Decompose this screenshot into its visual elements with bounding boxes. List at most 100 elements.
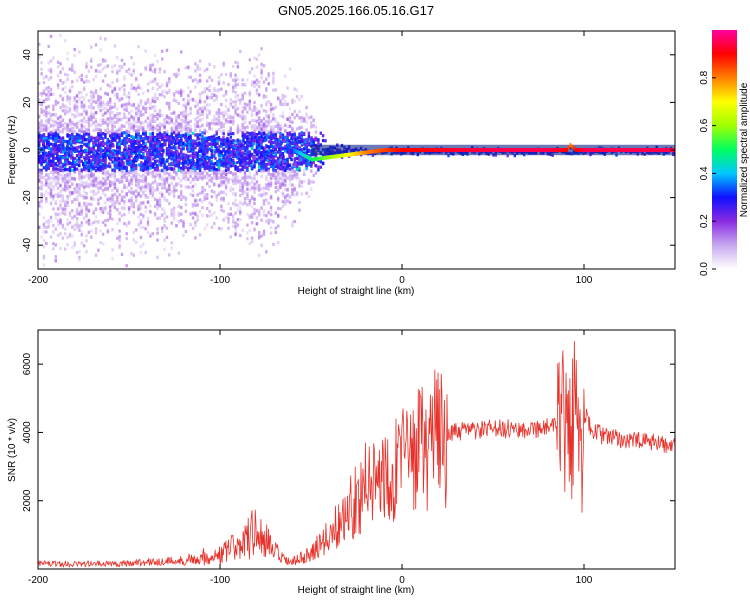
spectrogram-cell	[59, 124, 62, 128]
spectrogram-cell	[111, 172, 114, 176]
spectrogram-cell	[66, 57, 69, 61]
spectrogram-cell	[187, 157, 190, 161]
spectrogram-cell	[198, 59, 202, 63]
spectrogram-cell	[146, 98, 150, 102]
spectrogram-cell	[277, 156, 280, 160]
spectrogram-cell	[206, 214, 209, 218]
spectrogram-cell	[66, 77, 69, 81]
spectrogram-cell	[151, 117, 154, 121]
spectrogram-cell	[139, 174, 143, 178]
spectrogram-cell	[85, 239, 88, 243]
spectrogram-cell	[45, 110, 48, 114]
spectrogram-cell	[206, 172, 209, 176]
spectrogram-cell	[146, 106, 150, 110]
spectrogram-cell	[310, 164, 313, 168]
spectrogram-cell	[241, 78, 244, 82]
spectrogram-cell	[175, 90, 178, 94]
spectrogram-cell	[127, 158, 131, 162]
spectrogram-cell	[267, 74, 270, 78]
spectrogram-cell	[99, 209, 102, 213]
spectrogram-cell	[295, 88, 299, 92]
spectrogram-cell	[222, 181, 225, 185]
spectrogram-cell	[165, 116, 169, 120]
spectrogram-cell	[106, 176, 109, 180]
spectrogram-cell	[66, 98, 69, 102]
spectrogram-cell	[163, 172, 166, 176]
spectrogram-cell	[158, 199, 162, 203]
spectrogram-cell	[73, 241, 76, 245]
spectrogram-cell	[239, 210, 242, 214]
spectrogram-cell	[220, 227, 223, 231]
spectrogram-cell	[241, 134, 244, 138]
spectrogram-cell	[38, 156, 41, 161]
spectrogram-cell	[293, 188, 296, 192]
spectrogram-cell	[94, 253, 98, 257]
spectrogram-cell	[106, 122, 109, 126]
spectrogram-cell	[208, 185, 211, 189]
spectrogram-cell	[161, 178, 164, 182]
spectrogram-cell	[187, 185, 190, 189]
spectrogram-cell	[177, 220, 180, 224]
spectrogram-cell	[38, 225, 41, 229]
spectrogram-cell	[151, 96, 154, 100]
spectrogram-cell	[118, 165, 121, 169]
spectrogram-cell	[83, 202, 86, 206]
spectrogram-cell	[274, 137, 277, 141]
spectrogram-cell	[144, 110, 147, 114]
spectrogram-cell	[61, 67, 65, 71]
spectrogram-cell	[78, 91, 81, 95]
spectrogram-cell	[215, 132, 218, 136]
spectrogram-cell	[61, 223, 65, 227]
spectrogram-cell	[165, 81, 169, 85]
spectrogram-cell	[250, 205, 254, 209]
spectrogram-cell	[224, 104, 228, 108]
spectrogram-cell	[56, 192, 60, 196]
spectrogram-cell	[175, 188, 178, 193]
spectrogram-cell	[194, 62, 197, 66]
spectrogram-cell	[260, 132, 263, 136]
spectrogram-cell	[153, 109, 157, 113]
spectrogram-cell	[288, 179, 292, 183]
spectrogram-cell	[56, 170, 60, 174]
spectrogram-cell	[99, 154, 102, 158]
spectrogram-cell	[229, 171, 232, 175]
spectrogram-cell	[206, 108, 209, 112]
spectrogram-cell	[201, 189, 204, 193]
spectrogram-cell	[94, 215, 98, 219]
spectrogram-cell	[99, 70, 102, 74]
spectrogram-cell	[146, 186, 150, 190]
spectrogram-cell	[196, 154, 199, 158]
spectrogram-cell	[158, 122, 162, 126]
spectrogram-cell	[97, 248, 100, 252]
spectrogram-cell	[99, 123, 102, 127]
spectrogram-cell	[234, 192, 237, 196]
spectrogram-cell	[203, 87, 206, 91]
spectrogram-cell	[194, 223, 197, 227]
spectrogram-cell	[243, 91, 247, 95]
spectrogram-cell	[153, 114, 157, 118]
spectrogram-cell	[47, 172, 50, 177]
spectrogram-cell	[307, 131, 311, 135]
spectrogram-cell	[281, 193, 285, 198]
spectrogram-cell	[170, 190, 173, 194]
spectrogram-cell	[274, 105, 277, 109]
spectrogram-cell	[215, 97, 218, 101]
spectrogram-cell	[127, 97, 131, 101]
spectrogram-cell	[255, 82, 259, 86]
spectrogram-cell	[239, 189, 242, 193]
spectrogram-cell	[101, 140, 105, 144]
spectrogram-cell	[47, 177, 50, 181]
spectrogram-cell	[258, 85, 261, 89]
spectrogram-cell	[215, 121, 218, 125]
spectrogram-cell	[258, 193, 261, 197]
spectrogram-cell	[71, 234, 74, 238]
spectrogram-cell	[175, 152, 178, 156]
spectrogram-cell	[118, 235, 121, 239]
spectrogram-cell	[123, 124, 126, 128]
spectrogram-cell	[232, 154, 235, 159]
spectrogram-cell	[94, 165, 98, 169]
spectrogram-cell	[286, 117, 289, 122]
spectrogram-cell	[127, 146, 131, 150]
spectrogram-cell	[94, 69, 98, 73]
spectrogram-cell	[175, 115, 178, 119]
